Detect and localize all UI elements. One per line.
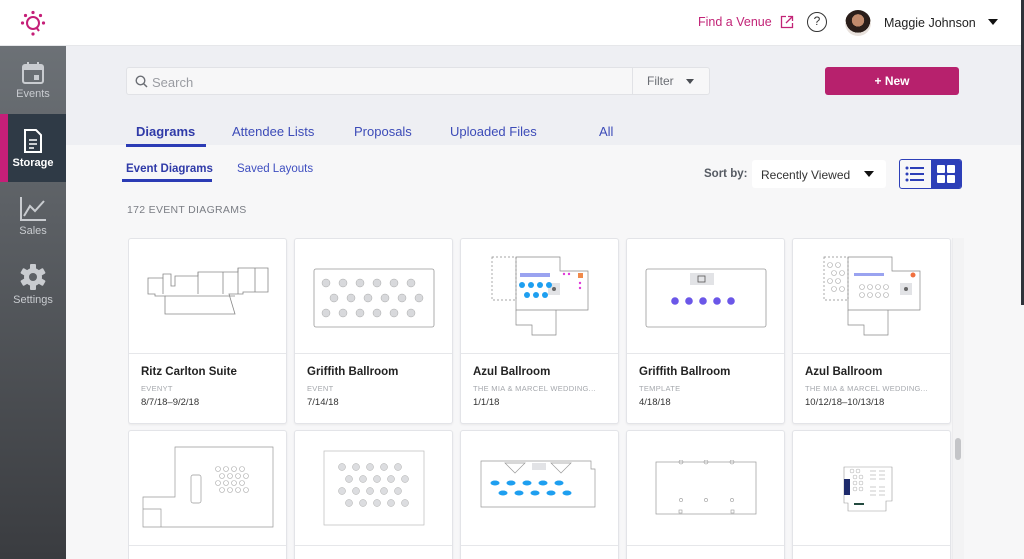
floorplan-icon (823, 256, 920, 336)
card-title: Griffith Ballroom (639, 366, 731, 378)
active-subtab-indicator (122, 179, 212, 182)
search-bar: Filter (126, 67, 710, 95)
tab-all[interactable]: All (599, 124, 614, 139)
search-icon (135, 75, 148, 88)
floorplan-thumbnail (793, 431, 950, 546)
find-a-venue-label: Find a Venue (698, 15, 772, 29)
sidebar: Events Storage Sales Settings (0, 46, 66, 559)
subtab-event-diagrams[interactable]: Event Diagrams (126, 163, 213, 175)
diagram-card[interactable] (128, 430, 287, 559)
floorplan-thumbnail (461, 431, 618, 546)
card-title: Griffith Ballroom (307, 366, 399, 378)
view-toggle (899, 159, 962, 189)
card-subtitle: TEMPLATE (639, 384, 681, 393)
floorplan-thumbnail (129, 431, 286, 546)
sidebar-item-label: Storage (12, 156, 54, 169)
new-button[interactable]: + New (825, 67, 959, 95)
card-subtitle: THE MIA & MARCEL WEDDING... (473, 384, 596, 393)
diagram-count: 172 EVENT DIAGRAMS (127, 204, 247, 216)
sort-value: Recently Viewed (761, 168, 851, 182)
search-input[interactable] (152, 73, 622, 91)
find-a-venue-link[interactable]: Find a Venue (698, 15, 794, 29)
diagram-card[interactable]: Azul Ballroom THE MIA & MARCEL WEDDING..… (792, 238, 951, 424)
list-icon (905, 166, 925, 182)
list-view-button[interactable] (900, 160, 931, 188)
card-title: Ritz Carlton Suite (141, 366, 237, 378)
card-title: Azul Ballroom (805, 366, 883, 378)
grid-icon (936, 165, 955, 183)
diagram-card[interactable] (626, 430, 785, 559)
floorplan-thumbnail (627, 239, 784, 354)
floorplan-thumbnail (295, 431, 452, 546)
diagram-grid: Ritz Carlton Suite EVENYT 8/7/18–9/2/18 … (128, 238, 952, 559)
sidebar-item-settings[interactable]: Settings (0, 250, 66, 318)
floorplan-icon (323, 450, 424, 526)
sidebar-item-storage[interactable]: Storage (0, 114, 66, 182)
tab-uploaded-files[interactable]: Uploaded Files (450, 124, 537, 139)
floorplan-thumbnail (461, 239, 618, 354)
top-header: Find a Venue ? Maggie Johnson (0, 0, 1024, 46)
grid-scrollbar[interactable] (952, 238, 964, 559)
sidebar-item-events[interactable]: Events (0, 46, 66, 114)
user-avatar[interactable] (845, 10, 871, 36)
card-subtitle: EVENT (307, 384, 334, 393)
sidebar-item-label: Settings (13, 293, 53, 306)
floorplan-thumbnail (627, 431, 784, 546)
chevron-down-icon (864, 171, 874, 177)
document-icon (24, 128, 42, 153)
card-date: 1/1/18 (473, 397, 500, 408)
diagram-card[interactable] (792, 430, 951, 559)
content-header (66, 46, 1022, 145)
floorplan-thumbnail (793, 239, 950, 354)
card-date: 10/12/18–10/13/18 (805, 397, 885, 408)
floorplan-icon (655, 460, 756, 515)
card-subtitle: THE MIA & MARCEL WEDDING... (805, 384, 928, 393)
diagram-card[interactable]: Azul Ballroom THE MIA & MARCEL WEDDING..… (460, 238, 619, 424)
user-menu-caret-icon[interactable] (988, 19, 998, 25)
active-tab-indicator (126, 144, 206, 147)
tab-proposals[interactable]: Proposals (354, 124, 412, 139)
sidebar-item-label: Events (16, 87, 50, 100)
card-date: 7/14/18 (307, 397, 339, 408)
card-subtitle: EVENYT (141, 384, 173, 393)
chevron-down-icon (685, 78, 694, 84)
diagram-card[interactable]: Ritz Carlton Suite EVENYT 8/7/18–9/2/18 (128, 238, 287, 424)
floorplan-thumbnail (129, 239, 286, 354)
floorplan-icon (843, 466, 892, 512)
tab-attendee-lists[interactable]: Attendee Lists (232, 124, 315, 139)
calendar-icon (22, 61, 44, 84)
filter-label: Filter (647, 74, 674, 88)
sidebar-item-sales[interactable]: Sales (0, 182, 66, 250)
external-link-icon (780, 15, 793, 29)
sidebar-item-label: Sales (19, 224, 47, 237)
floorplan-icon (491, 256, 588, 336)
tab-diagrams[interactable]: Diagrams (136, 124, 196, 139)
card-date: 4/18/18 (639, 397, 671, 408)
card-title: Azul Ballroom (473, 366, 551, 378)
grid-view-button[interactable] (930, 160, 961, 188)
diagram-card[interactable]: Griffith Ballroom TEMPLATE 4/18/18 (626, 238, 785, 424)
subtab-saved-layouts[interactable]: Saved Layouts (237, 163, 314, 175)
card-date: 8/7/18–9/2/18 (141, 397, 200, 408)
floorplan-icon (313, 268, 434, 328)
diagram-card[interactable]: Griffith Ballroom EVENT 7/14/18 (294, 238, 453, 424)
floorplan-icon (480, 460, 595, 508)
floorplan-thumbnail (295, 239, 452, 354)
diagram-card[interactable] (294, 430, 453, 559)
sort-dropdown[interactable]: Recently Viewed (752, 160, 886, 188)
sort-label: Sort by: (704, 168, 748, 180)
diagram-card[interactable] (460, 430, 619, 559)
scrollbar-thumb[interactable] (955, 438, 961, 460)
floorplan-icon (142, 446, 273, 528)
floorplan-icon (147, 267, 268, 315)
chart-line-icon (20, 196, 46, 221)
filter-dropdown[interactable]: Filter (632, 68, 709, 94)
app-logo-icon[interactable] (20, 10, 46, 36)
user-name[interactable]: Maggie Johnson (884, 16, 976, 30)
window-edge (1021, 0, 1024, 305)
gear-icon (20, 263, 46, 290)
help-icon[interactable]: ? (807, 12, 827, 32)
floorplan-icon (645, 268, 766, 328)
